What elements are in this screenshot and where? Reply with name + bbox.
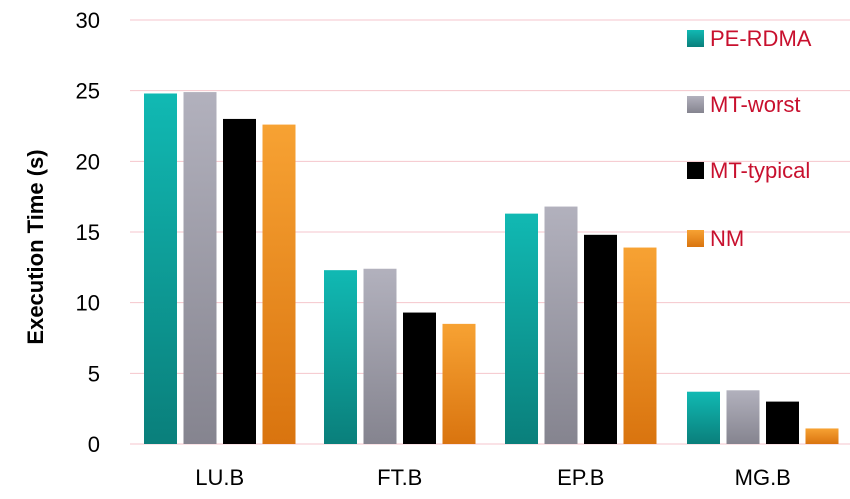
y-tick-label: 5 — [88, 361, 100, 386]
bar-mt-worst-ep-b — [544, 206, 578, 444]
bar-mt-worst-ft-b — [363, 268, 397, 444]
y-axis-title: Execution Time (s) — [23, 149, 48, 344]
y-tick-label: 15 — [76, 220, 100, 245]
bar-mt-typical-ep-b — [584, 234, 617, 444]
x-tick-label: EP.B — [557, 465, 604, 490]
bar-pe-rdma-ep-b — [505, 213, 538, 444]
legend-label-nm: NM — [710, 226, 744, 251]
legend-swatch-mt-worst — [687, 96, 704, 113]
y-tick-label: 0 — [88, 432, 100, 457]
legend-label-mt-worst: MT-worst — [710, 92, 800, 117]
y-axis-ticks: 0 5 10 15 20 25 30 — [76, 8, 100, 457]
x-tick-label: FT.B — [377, 465, 422, 490]
x-tick-label: LU.B — [195, 465, 244, 490]
bar-nm-lu-b — [262, 124, 296, 444]
y-tick-label: 30 — [76, 8, 100, 33]
bar-pe-rdma-mg-b — [687, 391, 720, 444]
y-tick-label: 25 — [76, 79, 100, 104]
bar-mt-typical-ft-b — [403, 312, 436, 444]
bar-nm-ep-b — [623, 247, 657, 444]
legend: PE-RDMA MT-worst MT-typical NM — [687, 26, 812, 251]
x-axis-ticks: LU.B FT.B EP.B MG.B — [195, 465, 791, 490]
bar-pe-rdma-lu-b — [144, 93, 177, 444]
legend-swatch-pe-rdma — [687, 30, 704, 47]
bar-mt-worst-lu-b — [183, 92, 217, 444]
x-tick-label: MG.B — [735, 465, 791, 490]
y-tick-label: 20 — [76, 149, 100, 174]
bars — [144, 92, 839, 444]
legend-swatch-mt-typical — [687, 162, 704, 179]
legend-swatch-nm — [687, 230, 704, 247]
y-tick-label: 10 — [76, 291, 100, 316]
bar-pe-rdma-ft-b — [324, 270, 357, 444]
bar-nm-mg-b — [805, 428, 839, 444]
bar-mt-typical-lu-b — [223, 118, 256, 444]
legend-label-mt-typical: MT-typical — [710, 158, 810, 183]
legend-label-pe-rdma: PE-RDMA — [710, 26, 812, 51]
bar-nm-ft-b — [442, 323, 476, 444]
bar-mt-typical-mg-b — [766, 401, 799, 444]
bar-mt-worst-mg-b — [726, 390, 760, 444]
